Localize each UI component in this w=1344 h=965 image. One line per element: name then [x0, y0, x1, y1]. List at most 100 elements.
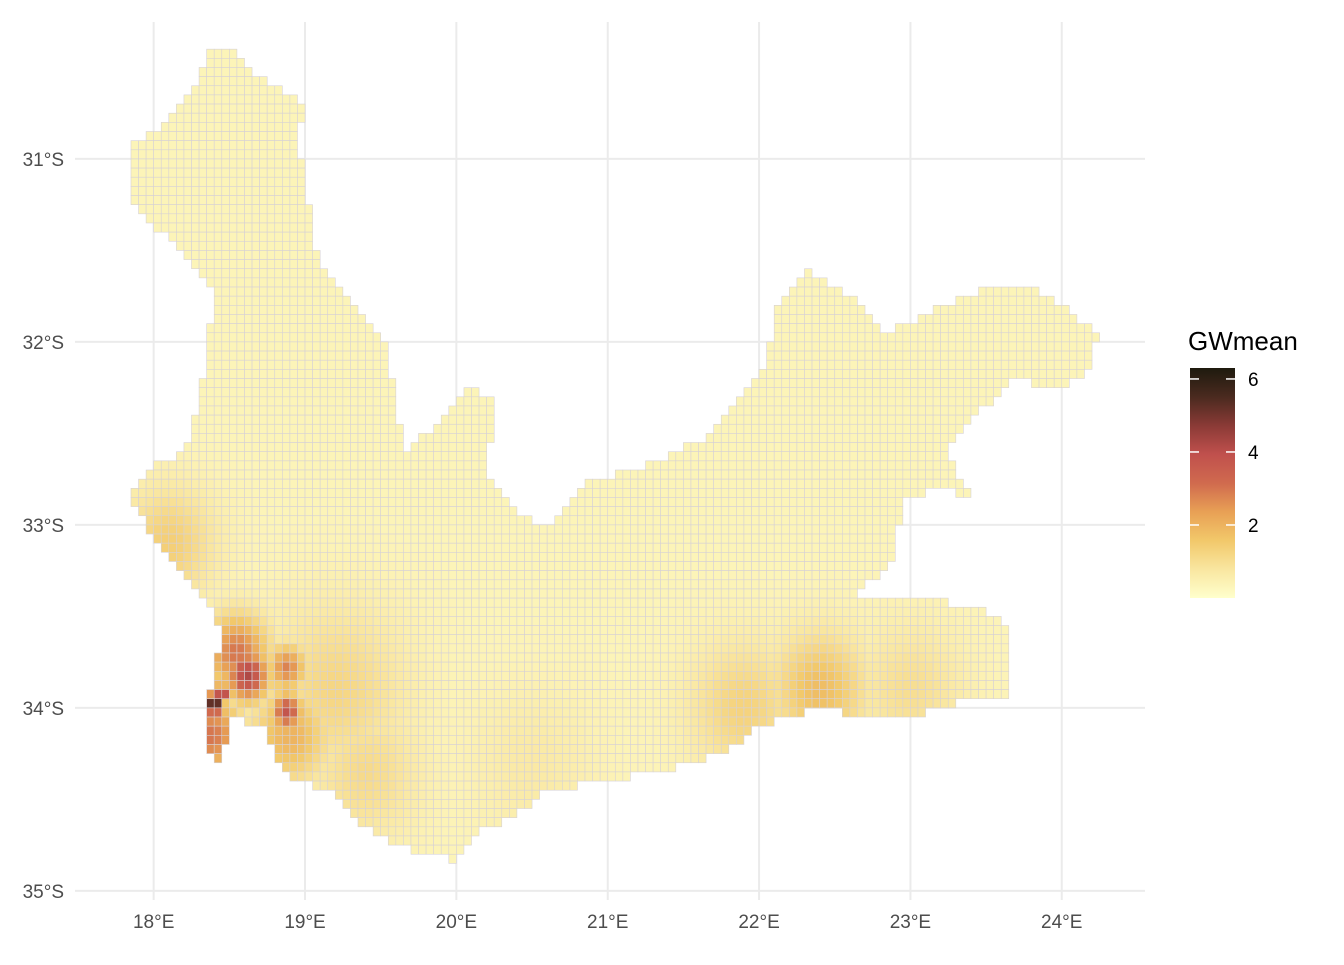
grid-cell — [910, 360, 918, 369]
grid-cell — [532, 708, 540, 717]
grid-cell — [373, 470, 381, 479]
grid-cell — [820, 525, 828, 534]
grid-cell — [699, 635, 707, 644]
grid-cell — [434, 470, 442, 479]
grid-cell — [366, 726, 374, 735]
grid-cell — [313, 369, 321, 378]
grid-cell — [676, 754, 684, 763]
grid-cell — [229, 424, 237, 433]
grid-cell — [161, 186, 169, 195]
grid-cell — [873, 534, 881, 543]
grid-cell — [577, 735, 585, 744]
grid-cell — [653, 589, 661, 598]
grid-cell — [562, 690, 570, 699]
grid-cell — [449, 543, 457, 552]
grid-cell — [941, 607, 949, 616]
grid-cell — [570, 680, 578, 689]
grid-cell — [434, 735, 442, 744]
grid-cell — [941, 690, 949, 699]
grid-cell — [297, 589, 305, 598]
grid-cell — [562, 699, 570, 708]
grid-cell — [759, 507, 767, 516]
grid-cell — [252, 388, 260, 397]
grid-cell — [350, 607, 358, 616]
grid-cell — [282, 662, 290, 671]
grid-cell — [888, 497, 896, 506]
grid-cell — [842, 415, 850, 424]
grid-cell — [744, 708, 752, 717]
grid-cell — [986, 690, 994, 699]
grid-cell — [464, 836, 472, 845]
grid-cell — [774, 561, 782, 570]
grid-cells — [131, 49, 1100, 863]
grid-cell — [343, 497, 351, 506]
grid-cell — [1069, 360, 1077, 369]
grid-cell — [812, 626, 820, 635]
grid-cell — [358, 607, 366, 616]
grid-cell — [509, 626, 517, 635]
grid-cell — [767, 699, 775, 708]
grid-cell — [835, 388, 843, 397]
grid-cell — [933, 314, 941, 323]
grid-cell — [456, 662, 464, 671]
grid-cell — [282, 589, 290, 598]
grid-cell — [229, 113, 237, 122]
grid-cell — [774, 397, 782, 406]
grid-cell — [850, 534, 858, 543]
grid-cell — [207, 86, 215, 95]
grid-cell — [358, 799, 366, 808]
grid-cell — [812, 479, 820, 488]
grid-cell — [638, 534, 646, 543]
grid-cell — [789, 671, 797, 680]
grid-cell — [472, 635, 480, 644]
grid-cell — [381, 433, 389, 442]
grid-cell — [275, 269, 283, 278]
grid-cell — [979, 635, 987, 644]
grid-cell — [804, 680, 812, 689]
grid-cell — [948, 314, 956, 323]
grid-cell — [388, 571, 396, 580]
grid-cell — [532, 744, 540, 753]
grid-cell — [646, 598, 654, 607]
grid-cell — [396, 662, 404, 671]
grid-cell — [721, 561, 729, 570]
grid-cell — [161, 223, 169, 232]
grid-cell — [305, 708, 313, 717]
grid-cell — [313, 616, 321, 625]
grid-cell — [963, 351, 971, 360]
grid-cell — [865, 388, 873, 397]
grid-cell — [305, 726, 313, 735]
grid-cell — [600, 598, 608, 607]
grid-cell — [214, 452, 222, 461]
grid-cell — [275, 690, 283, 699]
grid-cell — [540, 580, 548, 589]
grid-cell — [282, 699, 290, 708]
grid-cell — [335, 379, 343, 388]
grid-cell — [827, 287, 835, 296]
grid-cell — [948, 397, 956, 406]
grid-cell — [343, 744, 351, 753]
grid-cell — [555, 552, 563, 561]
grid-cell — [653, 479, 661, 488]
grid-cell — [139, 479, 147, 488]
grid-cell — [388, 708, 396, 717]
grid-cell — [812, 662, 820, 671]
grid-cell — [994, 360, 1002, 369]
grid-cell — [782, 333, 790, 342]
grid-cell — [267, 241, 275, 250]
grid-cell — [343, 333, 351, 342]
grid-cell — [736, 461, 744, 470]
grid-cell — [948, 351, 956, 360]
grid-cell — [752, 699, 760, 708]
grid-cell — [494, 735, 502, 744]
grid-cell — [214, 488, 222, 497]
grid-cell — [941, 644, 949, 653]
grid-cell — [176, 168, 184, 177]
grid-cell — [842, 424, 850, 433]
grid-cell — [169, 507, 177, 516]
grid-cell — [313, 763, 321, 772]
grid-cell — [699, 497, 707, 506]
grid-cell — [494, 561, 502, 570]
grid-cell — [653, 525, 661, 534]
grid-cell — [199, 488, 207, 497]
